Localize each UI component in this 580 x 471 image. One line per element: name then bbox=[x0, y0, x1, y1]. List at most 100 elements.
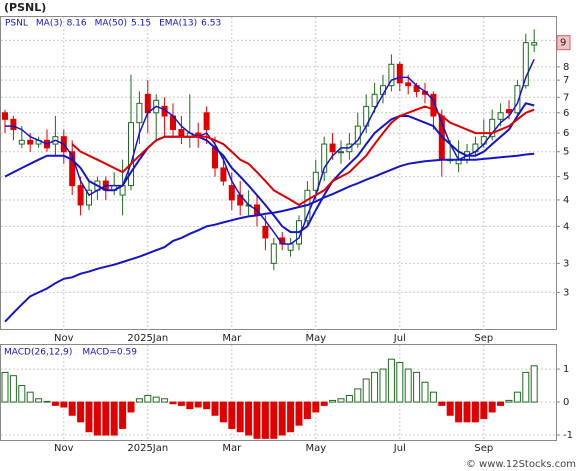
macd-bar bbox=[18, 385, 26, 403]
x-tick-label: Mar bbox=[222, 333, 242, 344]
macd-bar bbox=[329, 399, 337, 403]
macd-bar bbox=[119, 401, 127, 429]
chart-title: (PSNL) bbox=[4, 1, 46, 14]
macd-bar bbox=[93, 401, 101, 436]
macd-bar bbox=[371, 371, 379, 403]
watermark: © www.12Stocks.com bbox=[466, 459, 576, 470]
y-tick-label: 7 bbox=[563, 92, 569, 103]
macd-bar bbox=[253, 401, 261, 439]
y-tick-label: 7 bbox=[563, 75, 569, 86]
macd-title: MACD(26,12,9) bbox=[4, 348, 72, 358]
macd-bar bbox=[245, 401, 253, 436]
macd-bar bbox=[127, 401, 135, 413]
macd-bar bbox=[497, 401, 505, 406]
macd-bar bbox=[236, 401, 244, 433]
macd-bar bbox=[9, 375, 17, 403]
macd-bar bbox=[379, 368, 387, 403]
macd-bar bbox=[354, 388, 362, 403]
macd-bar bbox=[446, 401, 454, 416]
macd-bar bbox=[144, 394, 152, 403]
macd-bar bbox=[421, 381, 429, 403]
candle-body bbox=[321, 143, 328, 173]
legend-value: 6.53 bbox=[201, 19, 221, 29]
candle-body bbox=[69, 151, 76, 187]
legend-symbol: PSNL bbox=[5, 19, 28, 29]
y-tick-label: 1 bbox=[563, 364, 569, 375]
candle-body bbox=[405, 82, 412, 87]
price-tag-label: 9 bbox=[560, 38, 566, 49]
y-tick-label: 4 bbox=[563, 195, 569, 206]
candle-body bbox=[497, 112, 504, 120]
macd-bar bbox=[194, 401, 202, 408]
ma-line bbox=[4, 102, 535, 234]
candle-body bbox=[489, 118, 496, 138]
x-tick-label: Nov bbox=[54, 443, 74, 454]
price-tag bbox=[556, 35, 571, 51]
x-tick-label: Mar bbox=[222, 443, 242, 454]
macd-bar bbox=[362, 378, 370, 403]
macd-bar bbox=[513, 391, 521, 403]
macd-bar bbox=[1, 371, 9, 403]
macd-bar bbox=[429, 391, 437, 403]
macd-bar bbox=[135, 398, 143, 403]
ma-line bbox=[5, 58, 535, 245]
x-tick-label: 2025Jan bbox=[127, 443, 168, 454]
macd-bar bbox=[261, 401, 269, 439]
macd-bar bbox=[438, 401, 446, 406]
candle-body bbox=[270, 243, 277, 264]
legend-name: EMA(13) bbox=[159, 19, 197, 29]
macd-bar bbox=[505, 399, 513, 403]
x-tick-label: May bbox=[305, 443, 326, 454]
candle-body bbox=[10, 118, 17, 131]
macd-bar bbox=[26, 391, 34, 403]
macd-bar bbox=[295, 401, 303, 426]
candle-body bbox=[329, 143, 336, 153]
macd-bar bbox=[152, 396, 160, 403]
candle-body bbox=[178, 129, 185, 138]
macd-bar bbox=[51, 401, 59, 406]
y-tick-label: 3 bbox=[563, 287, 569, 298]
macd-bar bbox=[480, 401, 488, 420]
y-tick-label: 0 bbox=[563, 397, 569, 408]
legend-value: 8.16 bbox=[67, 19, 87, 29]
macd-bar bbox=[463, 401, 471, 423]
candle-body bbox=[228, 185, 235, 201]
macd-bar bbox=[396, 361, 404, 403]
candle-body bbox=[27, 139, 34, 145]
x-tick-label: May bbox=[305, 333, 326, 344]
candle-body bbox=[136, 102, 143, 124]
legend-value: 5.15 bbox=[131, 19, 151, 29]
macd-bar bbox=[35, 398, 43, 403]
candle-body bbox=[220, 167, 227, 182]
macd-bar bbox=[77, 401, 85, 423]
y-tick-label: 6 bbox=[563, 128, 569, 139]
macd-bar bbox=[404, 368, 412, 403]
macd-bar bbox=[337, 398, 345, 403]
macd-bar bbox=[102, 401, 110, 436]
macd-value: MACD=0.59 bbox=[82, 348, 137, 358]
candle-body bbox=[531, 42, 538, 46]
macd-bar bbox=[211, 401, 219, 416]
macd-bar bbox=[169, 401, 177, 405]
macd-bar bbox=[85, 401, 93, 433]
macd-bar bbox=[43, 400, 51, 403]
candle-body bbox=[396, 63, 403, 84]
candle-body bbox=[262, 225, 269, 239]
macd-bar bbox=[161, 398, 169, 403]
candle-body bbox=[144, 93, 151, 114]
candle-body bbox=[388, 63, 395, 87]
x-tick-label: Sep bbox=[474, 443, 493, 454]
macd-panel bbox=[0, 344, 557, 441]
legend-name: MA(3) bbox=[36, 19, 63, 29]
macd-bar bbox=[186, 401, 194, 410]
macd-bar bbox=[413, 371, 421, 403]
macd-bar bbox=[303, 401, 311, 420]
x-tick-label: Jul bbox=[393, 333, 406, 344]
macd-bar bbox=[530, 365, 538, 403]
y-tick-label: 6 bbox=[563, 108, 569, 119]
macd-bar bbox=[471, 401, 479, 423]
y-tick-label: 5 bbox=[563, 147, 569, 158]
macd-bar bbox=[203, 401, 211, 410]
macd-bar bbox=[110, 401, 118, 436]
